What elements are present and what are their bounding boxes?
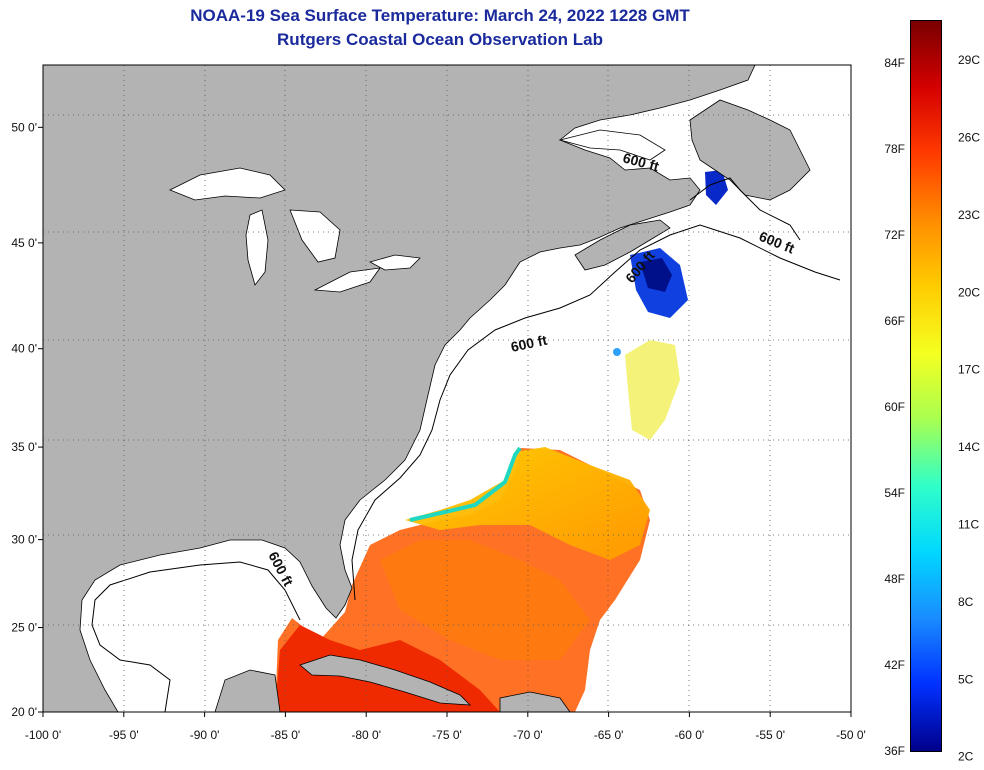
colorbar-c-label: 2C xyxy=(958,750,974,764)
lake-erie xyxy=(313,267,381,293)
lon-tick-label: -80 0' xyxy=(351,728,381,742)
colorbar-c-label: 26C xyxy=(958,131,980,145)
lat-tick-label: 20 0' xyxy=(11,705,37,719)
lat-tick-label: 40 0' xyxy=(11,342,37,356)
lon-tick-label: -75 0' xyxy=(432,728,462,742)
colorbar-f-label: 48F xyxy=(884,572,905,586)
sst-orange-mid xyxy=(380,540,590,660)
colorbar-f-label: 78F xyxy=(884,142,905,156)
sst-data-layer xyxy=(275,170,728,712)
land-north-america xyxy=(43,65,756,712)
colorbar-f-label: 42F xyxy=(884,658,905,672)
land-layer xyxy=(43,65,811,712)
isobath-grand-banks xyxy=(689,177,801,241)
contour-label-mid-atlantic: 600 ft xyxy=(509,332,548,355)
longitude-axis: -100 0' -95 0' -90 0' -85 0' -80 0' -75 0' -70… xyxy=(25,712,866,742)
lon-tick-label: -55 0' xyxy=(755,728,785,742)
colorbar-c-label: 11C xyxy=(958,518,979,532)
colorbar-fahrenheit-labels: 84F 78F 72F 66F 60F 54F 48F 42F 36F xyxy=(884,56,905,758)
sst-yellow-band xyxy=(405,447,650,560)
sst-cold-deep xyxy=(640,258,672,292)
lon-tick-label: -100 0' xyxy=(25,728,61,742)
land-hispaniola xyxy=(499,691,571,712)
isobath-east-coast xyxy=(351,224,841,601)
sst-yellow-streak xyxy=(625,340,680,440)
map-subtitle: Rutgers Coastal Ocean Observation Lab xyxy=(277,30,603,49)
lon-tick-label: -60 0' xyxy=(675,728,705,742)
colorbar-c-label: 23C xyxy=(958,208,980,222)
temperature-colorbar xyxy=(910,20,942,752)
colorbar-f-label: 72F xyxy=(884,228,905,242)
lon-tick-label: -50 0' xyxy=(836,728,866,742)
land-newfoundland xyxy=(689,99,811,201)
lat-tick-label: 50 0' xyxy=(11,120,37,134)
land-yucatan xyxy=(214,669,281,712)
colorbar-f-label: 84F xyxy=(884,56,905,70)
lat-tick-label: 45 0' xyxy=(11,236,37,250)
sst-cold-newfoundland xyxy=(705,170,728,205)
colorbar-f-label: 66F xyxy=(884,314,905,328)
lon-tick-label: -85 0' xyxy=(271,728,301,742)
map-title: NOAA-19 Sea Surface Temperature: March 2… xyxy=(190,6,690,25)
colorbar-c-label: 29C xyxy=(958,53,980,67)
land-nova-scotia xyxy=(574,219,671,271)
colorbar-f-label: 60F xyxy=(884,400,905,414)
land-cuba xyxy=(299,654,472,706)
great-lakes xyxy=(169,129,666,293)
lon-tick-label: -65 0' xyxy=(594,728,624,742)
colorbar-c-label: 5C xyxy=(958,672,974,686)
gulf-st-lawrence xyxy=(558,129,666,161)
lon-tick-label: -95 0' xyxy=(109,728,139,742)
lon-tick-label: -90 0' xyxy=(190,728,220,742)
lake-huron xyxy=(289,209,341,263)
isobath-gulf xyxy=(91,561,301,712)
colorbar-c-label: 14C xyxy=(958,440,980,454)
lat-tick-label: 35 0' xyxy=(11,440,37,454)
lat-tick-label: 30 0' xyxy=(11,533,37,547)
colorbar-c-label: 8C xyxy=(958,595,974,609)
sst-cyan-spot xyxy=(613,348,621,356)
colorbar-c-label: 17C xyxy=(958,363,980,377)
sst-cyan-edge xyxy=(409,446,522,522)
colorbar-f-label: 36F xyxy=(884,744,905,758)
lake-ontario xyxy=(368,254,421,271)
colorbar-f-label: 54F xyxy=(884,486,905,500)
lon-tick-label: -70 0' xyxy=(513,728,543,742)
lat-tick-label: 25 0' xyxy=(11,621,37,635)
lake-michigan xyxy=(245,209,269,286)
colorbar-c-label: 20C xyxy=(958,285,980,299)
isobath-600ft xyxy=(91,177,841,712)
colorbar-celsius-labels: 29C 26C 23C 20C 17C 14C 11C 8C 5C 2C xyxy=(958,53,980,764)
latitude-axis: 20 0' 25 0' 30 0' 35 0' 40 0' 45 0' 50 0' xyxy=(11,120,43,719)
